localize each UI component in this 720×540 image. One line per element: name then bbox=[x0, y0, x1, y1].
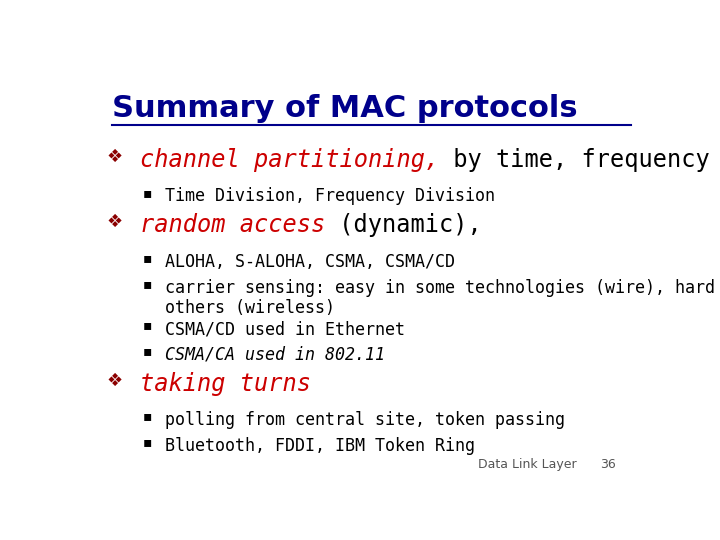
Text: ALOHA, S-ALOHA, CSMA, CSMA/CD: ALOHA, S-ALOHA, CSMA, CSMA/CD bbox=[166, 253, 455, 271]
Text: carrier sensing: easy in some technologies (wire), hard in
others (wireless): carrier sensing: easy in some technologi… bbox=[166, 279, 720, 318]
Text: ❖: ❖ bbox=[107, 372, 123, 390]
Text: Summary of MAC protocols: Summary of MAC protocols bbox=[112, 94, 578, 123]
Text: taking turns: taking turns bbox=[140, 372, 311, 396]
Text: ❖: ❖ bbox=[107, 213, 123, 231]
Text: ▪: ▪ bbox=[143, 319, 153, 333]
Text: ▪: ▪ bbox=[143, 186, 153, 200]
Text: Time Division, Frequency Division: Time Division, Frequency Division bbox=[166, 187, 495, 205]
Text: ▪: ▪ bbox=[143, 344, 153, 358]
Text: (dynamic),: (dynamic), bbox=[325, 213, 482, 237]
Text: random access: random access bbox=[140, 213, 325, 237]
Text: Bluetooth, FDDI, IBM Token Ring: Bluetooth, FDDI, IBM Token Ring bbox=[166, 437, 475, 455]
Text: Data Link Layer: Data Link Layer bbox=[478, 458, 577, 471]
Text: ▪: ▪ bbox=[143, 435, 153, 449]
Text: CSMA/CA used in 802.11: CSMA/CA used in 802.11 bbox=[166, 346, 385, 364]
Text: channel partitioning,: channel partitioning, bbox=[140, 148, 439, 172]
Text: ▪: ▪ bbox=[143, 409, 153, 423]
Text: ▪: ▪ bbox=[143, 277, 153, 291]
Text: ❖: ❖ bbox=[107, 148, 123, 166]
Text: 36: 36 bbox=[600, 458, 616, 471]
Text: ▪: ▪ bbox=[143, 251, 153, 265]
Text: by time, frequency or code: by time, frequency or code bbox=[439, 148, 720, 172]
Text: CSMA/CD used in Ethernet: CSMA/CD used in Ethernet bbox=[166, 320, 405, 338]
Text: polling from central site, token passing: polling from central site, token passing bbox=[166, 411, 565, 429]
